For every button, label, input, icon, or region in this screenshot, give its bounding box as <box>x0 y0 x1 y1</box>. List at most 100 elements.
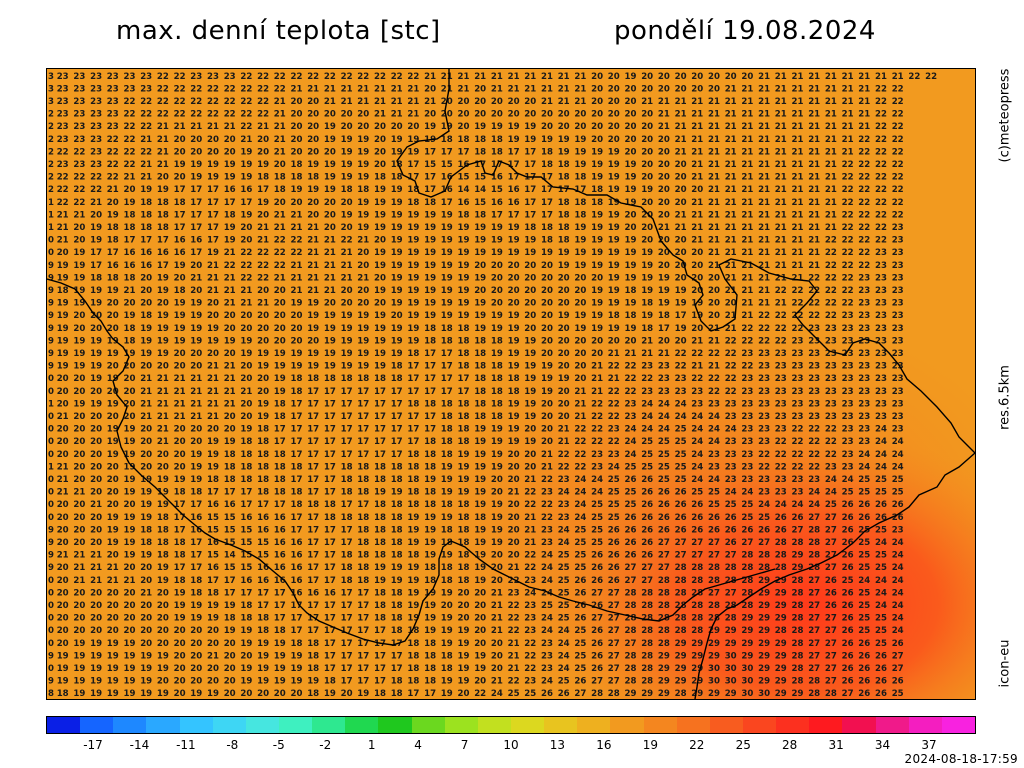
grid-row: 9 19 19 18 18 18 20 19 20 21 21 21 22 22 21 21 21 21 21 21 2… <box>48 273 904 283</box>
grid-row: 3 23 23 23 23 22 22 22 22 22 22 22 22 22 21 20 20 21 21 21 2… <box>48 97 904 107</box>
run-timestamp: 2024-08-18-17:59 <box>904 752 1018 766</box>
grid-row: 9 19 19 19 20 20 20 20 20 20 21 21 20 19 19 19 19 19 19 19 1… <box>48 362 904 372</box>
scale-segment <box>312 717 346 733</box>
grid-row: 0 20 20 20 20 20 20 20 20 20 20 19 19 18 18 17 17 17 17 17 1… <box>48 626 904 636</box>
grid-row: 9 19 19 19 19 19 19 19 20 20 20 20 19 19 19 19 19 19 19 19 1… <box>48 349 904 359</box>
grid-row: 0 21 20 20 20 20 21 21 21 21 21 20 20 19 18 17 17 17 17 17 1… <box>48 412 904 422</box>
grid-row: 0 20 20 20 19 19 19 18 17 16 15 15 16 16 16 17 17 18 18 18 1… <box>48 513 904 523</box>
grid-row: 2 23 23 23 22 22 21 21 19 19 19 19 19 19 20 18 19 19 19 19 2… <box>48 160 904 170</box>
grid-row: 0 20 20 20 20 20 21 20 19 18 18 17 17 17 17 16 16 16 17 17 1… <box>48 588 904 598</box>
grid-row: 0 20 21 21 21 21 20 19 18 18 17 17 16 16 16 16 17 17 18 18 1… <box>48 576 904 586</box>
grid-row: 1 21 21 20 19 18 18 18 17 17 17 18 19 20 21 21 20 20 19 19 1… <box>48 210 904 220</box>
map-title: max. denní teplota [stc] <box>116 16 441 46</box>
grid-row: 0 21 20 20 20 19 19 19 19 19 18 18 18 18 18 17 17 17 18 18 1… <box>48 475 904 485</box>
grid-row: 2 23 23 23 23 22 22 22 22 22 22 22 22 22 21 20 20 20 20 20 2… <box>48 110 904 120</box>
scale-tick-label: 28 <box>782 738 798 752</box>
country-border-west <box>47 278 776 646</box>
scale-segment <box>113 717 147 733</box>
scale-segment <box>378 717 412 733</box>
grid-row: 3 23 23 23 23 23 23 22 22 22 22 22 22 22 22 21 21 21 21 21 2… <box>48 84 904 94</box>
scale-segment <box>842 717 876 733</box>
scale-tick-label: -14 <box>129 738 150 752</box>
scale-tick-label: 13 <box>549 738 566 752</box>
color-scale-ticks: -17 -14 -11 -8 -5 -2 1 4 7 10 13 16 19 22 25 28 31 34 37 <box>46 738 976 754</box>
grid-row: 2 22 22 22 21 20 19 19 17 17 17 16 16 17 18 19 19 19 18 18 1… <box>48 185 904 195</box>
grid-row: 0 20 20 20 19 19 20 21 20 20 19 19 18 18 17 17 17 17 17 17 1… <box>48 437 904 447</box>
scale-tick-label: 4 <box>414 738 422 752</box>
scale-tick-label: 19 <box>642 738 658 752</box>
scale-tick-label: 7 <box>460 738 469 752</box>
scale-segment <box>776 717 810 733</box>
grid-row: 0 20 19 19 19 19 20 20 20 20 20 20 19 19 19 18 18 17 17 17 1… <box>48 639 904 649</box>
scale-segment <box>643 717 677 733</box>
scale-segment <box>146 717 180 733</box>
scale-tick-label: 37 <box>921 738 937 752</box>
scale-segment <box>80 717 114 733</box>
grid-row: 9 21 21 21 20 19 19 18 18 17 15 14 15 15 16 16 17 17 18 18 1… <box>48 551 904 561</box>
grid-row: 1 21 20 19 18 18 18 18 17 17 17 19 20 21 21 21 21 20 20 19 1… <box>48 223 904 233</box>
scale-segment <box>345 717 379 733</box>
grid-row: 9 20 21 21 21 20 20 19 17 17 16 15 15 16 16 16 17 17 18 18 1… <box>48 563 904 573</box>
resolution-label: res.6.5km <box>997 365 1013 430</box>
scale-segment <box>47 717 81 733</box>
scale-segment <box>676 717 710 733</box>
scale-segment <box>179 717 213 733</box>
copyright-label: (c)meteopress <box>997 68 1013 163</box>
grid-row: 9 19 20 20 20 18 19 19 19 19 19 20 20 20 20 20 19 19 19 19 1… <box>48 324 904 334</box>
grid-row: 1 20 19 19 19 20 21 21 21 21 21 21 20 19 18 17 17 17 17 17 1… <box>48 399 904 409</box>
scale-segment <box>875 717 909 733</box>
grid-row: 3 23 23 23 23 23 23 22 22 23 23 23 22 22 22 22 22 22 22 22 2… <box>48 72 937 82</box>
scale-segment <box>212 717 246 733</box>
scale-tick-label: 34 <box>874 738 891 752</box>
scale-segment <box>941 717 975 733</box>
grid-row: 0 20 20 20 19 19 20 20 20 19 19 18 18 18 18 17 17 17 17 17 1… <box>48 450 904 460</box>
grid-row: 2 23 23 23 22 22 21 21 20 20 20 20 21 20 21 20 20 19 19 19 2… <box>48 135 904 145</box>
scale-segment <box>577 717 611 733</box>
grid-row: 2 22 22 22 22 21 21 20 20 19 19 19 19 18 18 18 18 19 19 19 1… <box>48 173 904 183</box>
scale-segment <box>510 717 545 733</box>
grid-row: 0 20 20 21 20 20 19 19 17 17 16 16 17 17 17 18 18 18 17 17 1… <box>48 500 904 510</box>
scale-tick-label: -17 <box>83 738 103 752</box>
grid-row: 9 19 19 17 16 16 16 17 19 20 21 22 22 22 22 21 21 21 21 20 1… <box>48 261 904 271</box>
scale-segment <box>709 717 743 733</box>
scale-segment <box>610 717 644 733</box>
scale-tick-label: -2 <box>319 738 332 752</box>
map-date: pondělí 19.08.2024 <box>614 16 876 46</box>
grid-row: 0 20 20 20 20 20 20 20 19 19 19 18 18 18 17 17 17 17 17 17 1… <box>48 614 904 624</box>
model-label: icon-eu <box>997 639 1013 688</box>
grid-row: 9 20 20 20 19 19 18 18 17 16 15 15 15 16 16 17 17 17 17 18 1… <box>48 525 904 535</box>
grid-row: 0 20 20 20 20 20 21 21 21 21 21 21 21 20 19 18 17 17 17 17 1… <box>48 387 904 397</box>
grid-row: 9 19 19 19 20 20 20 20 19 19 20 21 21 21 20 19 19 20 20 20 2… <box>48 299 904 309</box>
grid-row: 9 19 20 20 20 19 18 19 19 19 20 20 20 20 20 20 19 19 19 19 1… <box>48 311 904 321</box>
scale-tick-label: 25 <box>735 738 751 752</box>
grid-row: 2 22 22 23 22 22 22 21 20 20 20 20 19 20 21 20 20 20 19 19 2… <box>48 147 904 157</box>
scale-tick-label: 22 <box>689 738 705 752</box>
country-border <box>396 69 975 699</box>
scale-segment <box>908 717 942 733</box>
grid-row: 8 18 19 19 19 19 19 19 20 19 19 20 20 20 20 20 18 19 20 19 1… <box>48 689 904 699</box>
grid-row: 0 20 20 19 19 20 21 21 21 21 21 21 20 20 19 18 18 18 18 18 1… <box>48 374 904 384</box>
scale-segment <box>411 717 445 733</box>
temperature-grid-values: 3 23 23 23 23 23 23 22 22 23 23 23 22 22 22 22 22 22 22 22 2… <box>48 72 937 699</box>
scale-tick-label: 31 <box>828 738 844 752</box>
grid-row: 9 19 19 19 19 19 19 20 20 20 20 20 19 19 19 19 19 18 17 17 1… <box>48 677 904 687</box>
scale-segment <box>809 717 843 733</box>
grid-row: 1 21 20 20 20 19 20 20 20 19 19 18 18 18 18 18 17 17 18 18 1… <box>48 462 904 472</box>
scale-segment <box>245 717 279 733</box>
grid-row: 0 19 19 19 19 19 19 19 20 20 20 20 19 19 19 19 18 17 17 17 1… <box>48 664 904 674</box>
scale-segment <box>477 717 511 733</box>
grid-row: 0 20 20 20 19 19 20 21 20 20 20 20 19 18 17 17 17 17 17 17 1… <box>48 425 904 435</box>
temperature-map[interactable]: 3 23 23 23 23 23 23 22 22 23 23 23 22 22 22 22 22 22 22 22 2… <box>46 68 976 700</box>
scale-segment <box>444 717 478 733</box>
grid-row: 9 20 20 20 19 19 18 18 18 17 16 15 15 15 16 16 17 17 17 18 1… <box>48 538 904 548</box>
grid-row: 0 21 20 19 18 17 17 17 16 16 17 19 20 21 22 22 21 21 22 21 2… <box>48 236 904 246</box>
grid-row: 0 21 21 20 20 19 19 19 18 18 17 17 17 18 18 18 17 17 18 18 1… <box>48 488 904 498</box>
scale-segment <box>544 717 578 733</box>
scale-segment <box>278 717 313 733</box>
grid-row: 0 20 20 20 20 20 20 20 19 19 19 19 18 17 17 17 17 17 17 17 1… <box>48 601 904 611</box>
grid-row: 9 19 19 19 19 19 19 19 20 20 21 20 20 19 19 19 18 17 17 17 1… <box>48 651 904 661</box>
scale-tick-label: -8 <box>226 738 239 752</box>
scale-tick-label: 16 <box>596 738 612 752</box>
scale-tick-label: -5 <box>272 738 285 752</box>
grid-row: 9 19 19 19 19 18 19 19 19 19 19 19 19 20 20 20 20 19 19 19 1… <box>48 336 904 346</box>
